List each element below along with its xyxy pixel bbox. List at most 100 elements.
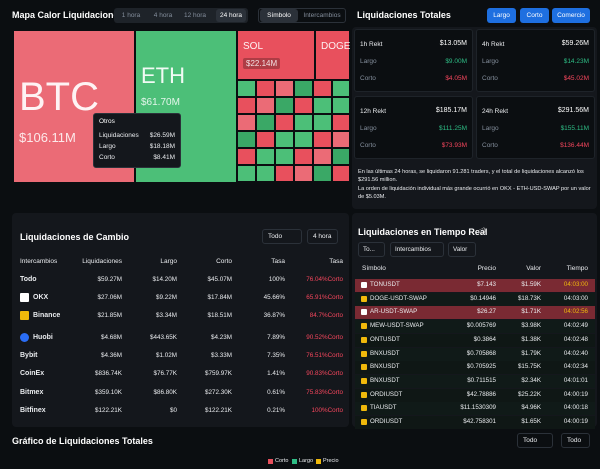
tooltip-value: $18.18M xyxy=(149,143,175,150)
exchange-cell: 100% xyxy=(268,276,285,283)
heatmap-small-tile[interactable] xyxy=(256,131,275,148)
heatmap-tile[interactable] xyxy=(135,30,237,183)
exchange-name: Todo xyxy=(20,276,37,283)
heatmap-small-tile[interactable] xyxy=(332,97,350,114)
exchange-cell: $4.36M xyxy=(100,352,122,359)
realtime-cell: $1.65K xyxy=(521,418,541,425)
heatmap-small-tile[interactable] xyxy=(332,114,350,131)
heatmap-small-tile[interactable] xyxy=(237,165,256,182)
realtime-symbol: MEW-USDT-SWAP xyxy=(370,322,424,330)
tile-value: $106.11M xyxy=(19,130,76,145)
heatmap-small-tile[interactable] xyxy=(275,165,294,182)
realtime-row xyxy=(355,402,595,416)
heatmap-small-tile[interactable] xyxy=(237,148,256,165)
heatmap-small-tile[interactable] xyxy=(294,114,313,131)
heatmap-small-tile[interactable] xyxy=(294,131,313,148)
column-header: Tasa xyxy=(329,258,343,265)
heatmap-small-tile[interactable] xyxy=(313,97,332,114)
heatmap-small-tile[interactable] xyxy=(313,114,332,131)
realtime-row xyxy=(355,347,595,361)
heatmap-small-tile[interactable] xyxy=(256,148,275,165)
card-total: $59.26M xyxy=(561,40,589,47)
exchange-cell: 7.89% xyxy=(267,334,285,341)
realtime-cell: $26.27 xyxy=(477,308,496,316)
view-tab[interactable]: Intercambios xyxy=(303,12,341,19)
symbol-icon xyxy=(361,336,367,343)
heatmap-small-tile[interactable] xyxy=(332,165,350,182)
heatmap-small-tile[interactable] xyxy=(237,131,256,148)
heatmap-small-tile[interactable] xyxy=(256,97,275,114)
exchange-cell: 75.83%Corto xyxy=(306,389,343,396)
tab-group xyxy=(114,8,248,23)
heatmap-small-tile[interactable] xyxy=(294,148,313,165)
exchange-cell: $836.74K xyxy=(95,370,122,377)
heatmap-tile[interactable] xyxy=(315,30,350,80)
exchange-name: Bitfinex xyxy=(20,407,46,414)
heatmap-small-tile[interactable] xyxy=(332,148,350,165)
tooltip-label: Corto xyxy=(99,154,115,161)
card-total: $13.05M xyxy=(439,40,467,47)
totals-button[interactable]: Corto xyxy=(520,8,549,23)
heatmap-small-tile[interactable] xyxy=(313,131,332,148)
exchange-panel xyxy=(12,213,349,427)
exchange-cell: $443.65K xyxy=(150,334,177,341)
card-long-label: Largo xyxy=(360,125,377,132)
realtime-row xyxy=(355,361,595,375)
realtime-cell: $42.78886 xyxy=(466,390,496,398)
realtime-cell: $0.705925 xyxy=(466,363,496,371)
heatmap-small-tile[interactable] xyxy=(332,80,350,97)
card-short: $136.44M xyxy=(560,142,589,149)
heatmap-small-tile[interactable] xyxy=(237,80,256,97)
realtime-row xyxy=(355,416,595,429)
symbol-icon xyxy=(361,295,367,302)
totals-button[interactable]: Largo xyxy=(487,8,516,23)
heatmap-small-tile[interactable] xyxy=(237,97,256,114)
realtime-cell: $1.38K xyxy=(521,335,541,343)
realtime-symbol: ONTUSDT xyxy=(370,335,400,343)
exchange-cell: $122.21K xyxy=(95,407,122,414)
realtime-cell: $0.14946 xyxy=(470,294,496,302)
heatmap-tile[interactable] xyxy=(237,30,315,80)
sound-icon[interactable]: ◁) xyxy=(477,226,486,235)
dropdown[interactable]: Todo xyxy=(561,433,590,448)
heatmap-small-tile[interactable] xyxy=(332,131,350,148)
dropdown[interactable]: To... xyxy=(358,242,385,257)
heatmap-small-tile[interactable] xyxy=(275,97,294,114)
dropdown[interactable]: 4 hora xyxy=(307,229,338,244)
exchange-cell: $1.02M xyxy=(155,352,177,359)
dropdown[interactable]: Todo xyxy=(517,433,553,448)
card-total: $185.17M xyxy=(435,107,467,114)
period-tab[interactable]: 24 hora xyxy=(216,9,246,22)
exchange-cell: 76.04%Corto xyxy=(306,276,343,283)
heatmap-small-tile[interactable] xyxy=(313,80,332,97)
exchange-icon xyxy=(20,293,29,302)
heatmap-small-tile[interactable] xyxy=(275,131,294,148)
realtime-cell: $18.73K xyxy=(517,294,541,302)
heatmap-small-tile[interactable] xyxy=(294,165,313,182)
heatmap-small-tile[interactable] xyxy=(256,80,275,97)
dropdown[interactable]: Todo xyxy=(262,229,302,244)
realtime-cell: $1.79K xyxy=(521,349,541,357)
legend-swatch xyxy=(268,459,273,464)
period-tab[interactable]: 4 hora xyxy=(153,12,173,19)
heatmap-small-tile[interactable] xyxy=(294,97,313,114)
heatmap-small-tile[interactable] xyxy=(275,114,294,131)
heatmap-small-tile[interactable] xyxy=(256,165,275,182)
card-total: $291.56M xyxy=(557,107,589,114)
heatmap-small-tile[interactable] xyxy=(275,148,294,165)
dropdown[interactable]: Valor xyxy=(448,242,476,257)
period-tab[interactable]: 12 hora xyxy=(183,12,207,19)
heatmap-small-tile[interactable] xyxy=(237,114,256,131)
totals-button[interactable]: Comercio xyxy=(552,8,590,23)
card-long: $111.25M xyxy=(439,125,467,132)
view-tab[interactable]: Símbolo xyxy=(260,9,298,22)
heatmap-small-tile[interactable] xyxy=(294,80,313,97)
heatmap-small-tile[interactable] xyxy=(313,148,332,165)
dropdown[interactable]: Intercambios xyxy=(390,242,444,257)
symbol-icon xyxy=(361,364,367,371)
period-tab[interactable]: 1 hora xyxy=(121,12,141,19)
heatmap-small-tile[interactable] xyxy=(313,165,332,182)
realtime-cell: $0.705868 xyxy=(466,349,496,357)
heatmap-small-tile[interactable] xyxy=(256,114,275,131)
heatmap-small-tile[interactable] xyxy=(275,80,294,97)
